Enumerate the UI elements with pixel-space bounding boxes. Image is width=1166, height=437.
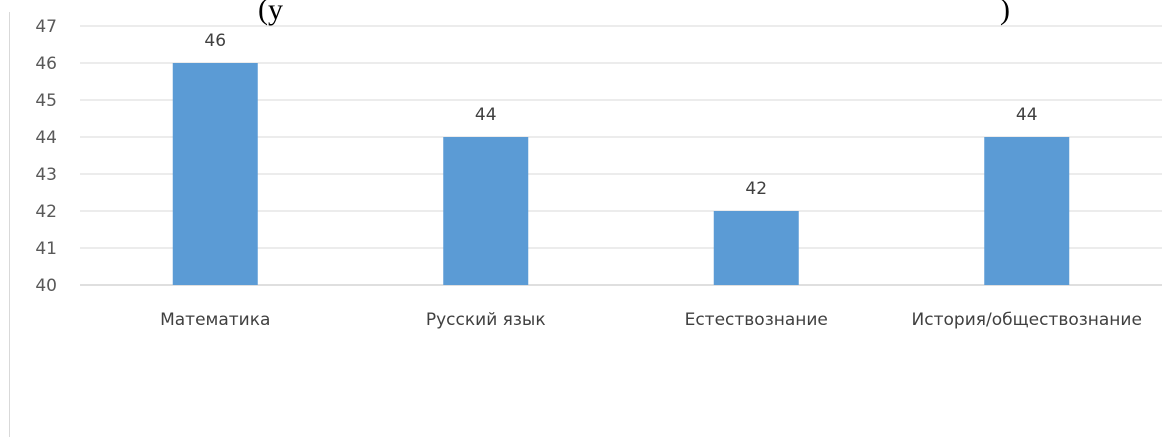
bar — [172, 63, 258, 285]
bar — [443, 137, 529, 285]
y-tick-label: 40 — [35, 276, 57, 296]
bar — [984, 137, 1070, 285]
data-label: 44 — [1016, 105, 1038, 125]
data-labels: 46 44 42 44 — [204, 31, 1037, 199]
gridlines — [80, 25, 1162, 286]
category-label: Русский язык — [426, 310, 546, 330]
data-label: 42 — [745, 179, 767, 199]
data-label: 44 — [475, 105, 497, 125]
data-label: 46 — [204, 31, 226, 51]
category-label: Математика — [160, 310, 270, 330]
x-axis-categories: Математика Русский язык Естествознание Исто… — [160, 310, 1142, 330]
y-tick-label: 45 — [35, 91, 57, 111]
chart-title-fragment-left: (у — [258, 0, 283, 26]
chart-title-fragment-right: ) — [1000, 0, 1010, 26]
y-axis-ticks: 40 41 42 43 44 45 46 47 — [35, 17, 57, 296]
category-label: История/обществознание — [912, 310, 1142, 330]
category-label: Естествознание — [685, 310, 828, 330]
bars — [172, 63, 1070, 285]
bar — [713, 211, 799, 285]
y-tick-label: 42 — [35, 202, 57, 222]
y-tick-label: 44 — [35, 128, 57, 148]
y-tick-label: 43 — [35, 165, 57, 185]
y-tick-label: 46 — [35, 54, 57, 74]
y-tick-label: 47 — [35, 17, 57, 37]
y-tick-label: 41 — [35, 239, 57, 259]
